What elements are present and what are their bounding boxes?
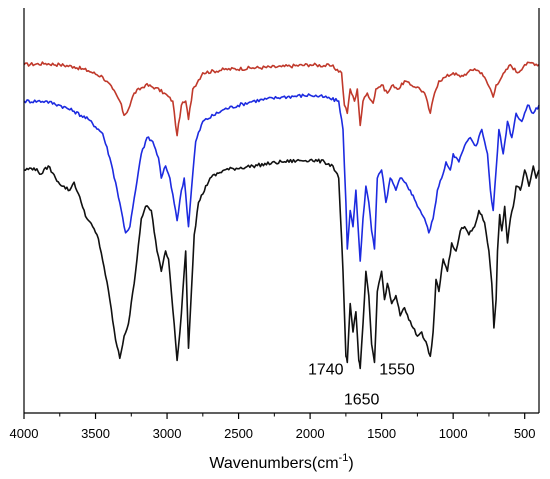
x-tick-label: 1000: [439, 426, 468, 441]
peak-label: 1550: [379, 361, 415, 378]
x-axis-title-close: ): [348, 455, 353, 472]
x-tick-label: 2000: [296, 426, 325, 441]
peak-label: 1650: [344, 391, 380, 408]
x-tick-label: 1500: [367, 426, 396, 441]
spectrum-line-2: [23, 93, 540, 262]
x-axis-title-sup: -1: [339, 452, 349, 464]
spectrum-line-1: [23, 61, 540, 137]
x-axis-title: Wavenumbers(cm-1): [209, 452, 353, 472]
peak-annotations: 1740 1550 1650: [308, 361, 415, 408]
x-tick-label: 4000: [10, 426, 39, 441]
spectrum-line-3: [23, 158, 540, 370]
x-axis-title-main: Wavenumbers(cm: [209, 455, 338, 472]
x-tick-label: 2500: [224, 426, 253, 441]
x-tick-label: 3500: [81, 426, 110, 441]
series-layer: [23, 61, 540, 370]
x-axis: 4000 3500 3000 2500 2000 1500 1000 500: [10, 8, 540, 441]
x-tick-label: 500: [514, 426, 536, 441]
x-tick-label: 3000: [153, 426, 182, 441]
x-ticks: 4000 3500 3000 2500 2000 1500 1000 500: [10, 413, 536, 441]
peak-label: 1740: [308, 361, 344, 378]
